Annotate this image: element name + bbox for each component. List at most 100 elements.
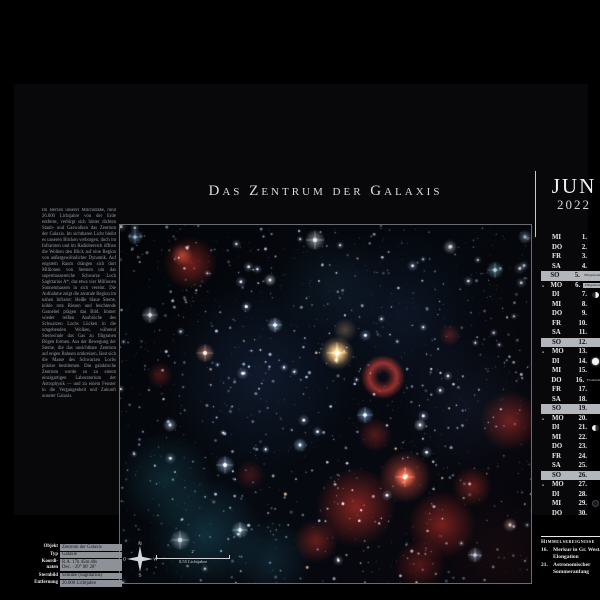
weekday-label: FR xyxy=(552,319,562,327)
scale-bar: 2′ 0,55 Lichtjahre xyxy=(156,549,230,565)
calendar-day-row: » MO 13. xyxy=(541,347,600,357)
page-crease-line xyxy=(535,171,536,237)
holiday-label: Pfingstsonntag xyxy=(582,273,600,279)
day-number: 26. xyxy=(578,471,588,479)
object-info-table: Objekt Zentrum der Galaxis Typ Galaxie Koord… xyxy=(32,544,122,588)
weekday-label: MI xyxy=(552,433,562,441)
weekday-label: DO xyxy=(552,443,563,451)
weekday-label: FR xyxy=(552,253,562,261)
calendar-day-row: MI 1. xyxy=(541,233,600,243)
weekday-label: DI xyxy=(552,291,560,299)
calendar-day-row: » MO 20. xyxy=(541,414,600,424)
day-number: 17. xyxy=(578,386,588,394)
day-number: 9. xyxy=(581,310,587,318)
compass-west-label: W xyxy=(153,557,158,562)
scale-lightyear-label: 0,55 Lichtjahre xyxy=(178,559,208,564)
info-value: Schütze (Sagittarius) xyxy=(60,572,122,580)
scale-arcmin-label: 2′ xyxy=(191,549,195,554)
month-block: JUN 2022 xyxy=(541,174,600,212)
day-number: 24. xyxy=(578,452,588,460)
info-label: Koordi- naten xyxy=(41,559,58,570)
day-number: 10. xyxy=(578,319,588,327)
day-number: 22. xyxy=(578,433,588,441)
day-number: 25. xyxy=(578,462,588,470)
calendar-day-row: DI 28. xyxy=(541,490,600,500)
calendar-day-row: » MO 6.Pfingstmontag xyxy=(541,281,600,291)
day-number: 8. xyxy=(581,300,587,308)
calendar-day-row: DI 14. xyxy=(541,357,600,367)
moon-phase-new-icon xyxy=(592,500,599,508)
weekday-label: DO xyxy=(552,509,563,517)
sky-event-item: 16. Merkur in Gr. West. Elongation xyxy=(541,547,600,561)
calendar-day-row: MI 15. xyxy=(541,366,600,376)
weekday-label: SA xyxy=(552,262,561,270)
week-marker: » xyxy=(542,282,545,288)
weekday-label: SA xyxy=(552,395,561,403)
info-table-row: Entfernung 26.000 Lichtjahre xyxy=(32,580,122,587)
compass-north-label: N xyxy=(138,541,141,546)
info-value: R.A. 17h 45m 40s Dec. −29° 00' 28" xyxy=(60,559,122,572)
weekday-label: SO xyxy=(552,338,562,346)
day-number: 5. xyxy=(574,272,580,280)
day-number: 18. xyxy=(578,395,588,403)
calendar-day-row: DO 16.Fronleichnam xyxy=(541,376,600,386)
calendar-day-row: SA 4. xyxy=(541,262,600,272)
day-number: 23. xyxy=(578,443,588,451)
weekday-label: DO xyxy=(551,376,562,384)
weekday-label: MI xyxy=(552,500,562,508)
weekday-label: FR xyxy=(552,452,562,460)
info-table-row: Sternbild Schütze (Sagittarius) xyxy=(32,572,122,580)
sky-events-block: Himmelsereignisse 16. Merkur in Gr. West.… xyxy=(541,536,600,578)
holiday-label: Fronleichnam xyxy=(587,378,600,383)
events-header: Himmelsereignisse xyxy=(541,539,595,545)
weekday-label: MO xyxy=(550,281,563,289)
page-background: Das Zentrum der Galaxis JUN 2022 Im Herz… xyxy=(14,84,600,587)
page-title: Das Zentrum der Galaxis xyxy=(208,183,443,199)
info-table-row: Typ Galaxie xyxy=(32,551,122,559)
weekday-label: MI xyxy=(552,300,562,308)
weekday-label: DO xyxy=(552,243,563,251)
day-number: 13. xyxy=(578,348,588,356)
events-list: 16. Merkur in Gr. West. Elongation 21. Astr… xyxy=(541,547,600,577)
weekday-label: DI xyxy=(552,424,560,432)
calendar-day-row: FR 3. xyxy=(541,252,600,262)
weekday-label: SO xyxy=(552,471,562,479)
calendar-day-row: MI 29. xyxy=(541,499,600,509)
moon-phase-last-quarter-icon xyxy=(592,424,599,431)
event-day: 21. xyxy=(541,562,548,569)
day-number: 6. xyxy=(575,281,581,289)
info-value: 26.000 Lichtjahre xyxy=(60,580,122,587)
scale-bar-line xyxy=(156,555,230,559)
weekday-label: DO xyxy=(552,310,563,318)
sky-event-item: 21. Astronomischer Sommeranfang xyxy=(541,562,600,576)
weekday-label: MI xyxy=(552,367,562,375)
calendar-day-row: SO 5.Pfingstsonntag xyxy=(541,271,600,281)
calendar-day-row: SA 25. xyxy=(541,461,600,471)
compass-east-label: O xyxy=(123,557,127,562)
day-number: 3. xyxy=(581,253,587,261)
moon-phase-first-quarter-icon xyxy=(592,291,599,298)
info-label: Typ xyxy=(50,551,58,557)
day-number: 14. xyxy=(578,357,588,365)
info-label: Sternbild xyxy=(38,572,58,578)
weekday-label: MI xyxy=(552,234,562,242)
calendar-day-row: FR 10. xyxy=(541,319,600,329)
calendar-day-row: SO 26. xyxy=(541,470,600,480)
weekday-label: FR xyxy=(552,386,562,394)
event-text: Astronomischer Sommeranfang xyxy=(553,562,591,576)
info-table-row: Objekt Zentrum der Galaxis xyxy=(32,544,122,551)
calendar-day-row: DO 2. xyxy=(541,243,600,253)
week-marker: » xyxy=(542,482,545,488)
day-number: 16. xyxy=(575,376,585,384)
weekday-label: DI xyxy=(552,490,560,498)
day-number: 11. xyxy=(578,329,587,337)
week-marker: » xyxy=(542,349,545,355)
weekday-label: MO xyxy=(552,481,564,489)
event-text: Merkur in Gr. West. Elongation xyxy=(553,546,600,560)
day-number: 1. xyxy=(581,234,587,242)
calendar-day-row: DO 30. xyxy=(541,509,600,519)
object-description-text: Im Herzen unserer Milchstraße, rund 26.0… xyxy=(42,208,116,400)
calendar-day-row: FR 24. xyxy=(541,452,600,462)
calendar-day-row: FR 17. xyxy=(541,385,600,395)
